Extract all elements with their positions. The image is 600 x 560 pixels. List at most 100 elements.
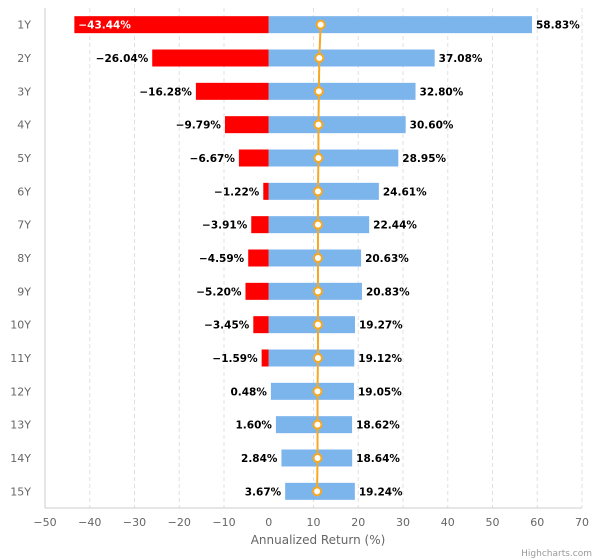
bar-low[interactable] (248, 249, 269, 267)
category-label: 10Y (10, 319, 31, 332)
data-label-high: 37.08% (439, 53, 483, 65)
data-label-low: 0.48% (230, 386, 267, 398)
bar-high[interactable] (268, 49, 435, 67)
line-marker[interactable] (312, 219, 323, 230)
tick-label: −10 (212, 516, 235, 529)
data-label-high: 18.62% (356, 420, 400, 432)
bar-low[interactable] (152, 49, 269, 67)
category-label: 3Y (17, 85, 31, 98)
bar-high[interactable] (268, 316, 355, 334)
bar-high[interactable] (268, 149, 399, 167)
grid-lines (44, 8, 583, 509)
line-series (312, 19, 326, 497)
data-label-low: −5.20% (196, 286, 242, 298)
data-label-low: 2.84% (241, 453, 278, 465)
category-label: 8Y (17, 252, 31, 265)
data-label-high: 19.12% (358, 353, 402, 365)
line-marker[interactable] (312, 453, 323, 463)
data-label-high: 30.60% (410, 120, 454, 132)
category-label: 7Y (17, 219, 31, 232)
category-label: 4Y (17, 119, 31, 132)
value-axis: −50 −40 −30 −20 −10 0 10 20 30 40 50 60 70 (33, 516, 589, 529)
bar-low[interactable] (245, 282, 269, 300)
data-label-low: −4.59% (199, 253, 245, 265)
data-labels: −43.44% 58.83% −26.04% 37.08% −16.28% 32.80% −… (78, 20, 580, 499)
bar-low[interactable] (195, 82, 269, 100)
data-label-high: 24.61% (383, 186, 427, 198)
tick-label: 30 (396, 516, 410, 529)
line-marker[interactable] (312, 286, 323, 297)
data-label-high: 20.83% (366, 286, 410, 298)
data-label-low: 3.67% (245, 486, 282, 498)
category-label: 2Y (17, 52, 31, 65)
tick-label: −30 (123, 516, 146, 529)
bar-low[interactable] (263, 182, 269, 200)
category-label: 6Y (17, 185, 31, 198)
x-axis-title: Annualized Return (%) (251, 533, 386, 547)
data-label-low: −16.28% (139, 86, 192, 98)
line-marker[interactable] (312, 486, 323, 497)
tick-label: 0 (265, 516, 272, 529)
category-label: 13Y (10, 419, 31, 432)
line-marker[interactable] (312, 353, 323, 363)
bar-low[interactable] (238, 149, 269, 167)
line-marker[interactable] (313, 153, 324, 163)
category-label: 9Y (17, 285, 31, 298)
data-label-high: 22.44% (373, 220, 417, 232)
data-label-low: −1.59% (212, 353, 258, 365)
line-marker[interactable] (312, 319, 323, 330)
bar-high[interactable] (268, 182, 379, 200)
line-marker[interactable] (312, 386, 323, 397)
category-label: 1Y (17, 19, 31, 32)
bar-low[interactable] (253, 316, 269, 334)
data-label-low: 1.60% (235, 420, 272, 432)
tick-label: 10 (307, 516, 321, 529)
tick-label: 40 (441, 516, 455, 529)
data-label-high: 32.80% (420, 86, 464, 98)
data-label-high: 19.27% (359, 320, 403, 332)
category-axis: 1Y 2Y 3Y 4Y 5Y 6Y 7Y 8Y 9Y 10Y 11Y 12Y 13Y 14Y 15Y (10, 19, 31, 499)
category-label: 12Y (10, 385, 31, 398)
tick-label: −20 (168, 516, 191, 529)
bar-low[interactable] (74, 16, 269, 34)
data-label-low: −43.44% (78, 20, 131, 32)
data-label-low: −1.22% (214, 186, 260, 198)
bar-low[interactable] (251, 216, 269, 234)
data-label-low: −9.79% (176, 120, 222, 132)
category-label: 14Y (10, 452, 31, 465)
bar-high[interactable] (268, 82, 416, 100)
line-marker[interactable] (313, 86, 324, 97)
data-label-high: 19.24% (359, 486, 403, 498)
bar-high[interactable] (268, 116, 406, 134)
credits-link[interactable]: Highcharts.com (521, 549, 592, 559)
data-label-high: 58.83% (536, 20, 580, 32)
bar-high[interactable] (268, 349, 355, 367)
line-marker[interactable] (315, 19, 326, 30)
data-label-low: −6.67% (190, 153, 236, 165)
tick-label: 50 (486, 516, 500, 529)
line-marker[interactable] (312, 419, 323, 430)
bar-series (74, 16, 533, 500)
bar-range[interactable] (270, 382, 354, 400)
category-label: 11Y (10, 352, 31, 365)
bar-low[interactable] (261, 349, 269, 367)
tick-label: −40 (78, 516, 101, 529)
data-label-high: 20.63% (365, 253, 409, 265)
data-label-low: −3.91% (202, 220, 248, 232)
bar-high[interactable] (268, 16, 533, 34)
tick-label: −50 (33, 516, 56, 529)
line-marker[interactable] (312, 186, 323, 197)
category-label: 15Y (10, 485, 31, 498)
line-marker[interactable] (314, 53, 325, 63)
tick-label: 60 (530, 516, 544, 529)
line-marker[interactable] (312, 253, 323, 263)
data-label-high: 19.05% (358, 386, 402, 398)
data-label-high: 18.64% (356, 453, 400, 465)
data-label-low: −3.45% (204, 320, 250, 332)
data-label-high: 28.95% (402, 153, 446, 165)
line-marker[interactable] (313, 119, 324, 130)
bar-low[interactable] (224, 116, 269, 134)
category-label: 5Y (17, 152, 31, 165)
